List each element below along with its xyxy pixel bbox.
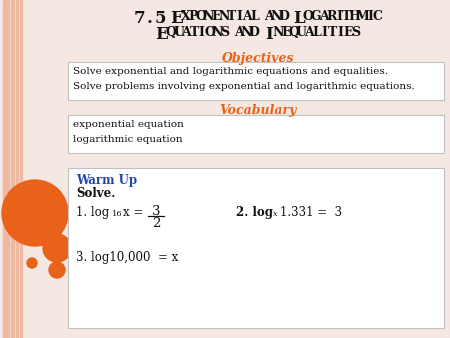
Text: Objectives: Objectives xyxy=(222,52,294,65)
Text: x: x xyxy=(273,210,278,217)
Text: exponential equation: exponential equation xyxy=(73,120,184,129)
Text: D: D xyxy=(279,10,290,23)
Text: Solve.: Solve. xyxy=(76,187,115,200)
Circle shape xyxy=(49,262,65,278)
Bar xyxy=(68,168,444,328)
Text: L: L xyxy=(312,26,321,39)
Text: U: U xyxy=(296,26,307,39)
Text: Warm Up: Warm Up xyxy=(76,174,137,187)
Text: T: T xyxy=(227,10,236,23)
Text: G: G xyxy=(310,10,321,23)
Text: A: A xyxy=(243,10,252,23)
Text: P: P xyxy=(189,10,198,23)
Text: A: A xyxy=(319,10,328,23)
Text: I: I xyxy=(322,26,328,39)
Text: T: T xyxy=(189,26,198,39)
Text: .: . xyxy=(147,10,153,27)
Text: E: E xyxy=(343,26,352,39)
Text: Q: Q xyxy=(165,26,176,39)
Text: N: N xyxy=(272,26,284,39)
Text: Vocabulary: Vocabulary xyxy=(219,104,297,117)
Text: H: H xyxy=(349,10,360,23)
Text: O: O xyxy=(204,26,215,39)
Text: U: U xyxy=(173,26,184,39)
Bar xyxy=(11,0,14,338)
Text: 2: 2 xyxy=(152,217,160,230)
Text: N: N xyxy=(241,26,252,39)
Text: R: R xyxy=(326,10,337,23)
Text: Solve problems involving exponential and logarithmic equations.: Solve problems involving exponential and… xyxy=(73,82,415,91)
Text: A: A xyxy=(234,26,243,39)
Text: I: I xyxy=(199,26,205,39)
Text: I: I xyxy=(237,10,243,23)
Bar xyxy=(3,0,9,338)
Text: S: S xyxy=(351,26,360,39)
Text: C: C xyxy=(373,10,383,23)
Text: O: O xyxy=(303,10,314,23)
Circle shape xyxy=(27,258,37,268)
Text: E: E xyxy=(281,26,291,39)
Text: N: N xyxy=(218,10,230,23)
Text: 16: 16 xyxy=(112,210,122,217)
Text: 2. log: 2. log xyxy=(236,206,273,219)
Text: x =: x = xyxy=(123,206,143,219)
Text: L: L xyxy=(251,10,260,23)
Text: 5: 5 xyxy=(154,10,166,27)
Text: 3. log10,000  = x: 3. log10,000 = x xyxy=(76,251,178,264)
Text: I: I xyxy=(367,10,373,23)
Text: E: E xyxy=(212,10,221,23)
Text: A: A xyxy=(181,26,191,39)
Text: E: E xyxy=(170,10,183,27)
Text: A: A xyxy=(264,10,274,23)
Text: Solve exponential and logarithmic equations and equalities.: Solve exponential and logarithmic equati… xyxy=(73,67,388,76)
Bar xyxy=(20,0,22,338)
Circle shape xyxy=(2,180,68,246)
Text: 1. log: 1. log xyxy=(76,206,109,219)
Text: I: I xyxy=(265,26,273,43)
Text: logarithmic equation: logarithmic equation xyxy=(73,135,183,144)
Text: N: N xyxy=(271,10,282,23)
Text: S: S xyxy=(220,26,230,39)
Text: 1.331 =  3: 1.331 = 3 xyxy=(280,206,342,219)
Text: N: N xyxy=(203,10,214,23)
Text: I: I xyxy=(336,10,342,23)
Text: M: M xyxy=(356,10,369,23)
Bar xyxy=(68,62,444,100)
Text: A: A xyxy=(304,26,314,39)
Text: L: L xyxy=(293,10,305,27)
Text: O: O xyxy=(195,10,206,23)
Text: 7: 7 xyxy=(134,10,145,27)
Text: 3: 3 xyxy=(152,205,160,218)
Circle shape xyxy=(43,234,71,262)
Bar xyxy=(16,0,18,338)
Text: T: T xyxy=(328,26,337,39)
Text: I: I xyxy=(337,26,343,39)
Text: Q: Q xyxy=(288,26,299,39)
Text: D: D xyxy=(249,26,260,39)
Bar xyxy=(68,115,444,153)
Text: T: T xyxy=(342,10,351,23)
Text: E: E xyxy=(155,26,168,43)
Text: X: X xyxy=(180,10,190,23)
Text: N: N xyxy=(212,26,223,39)
